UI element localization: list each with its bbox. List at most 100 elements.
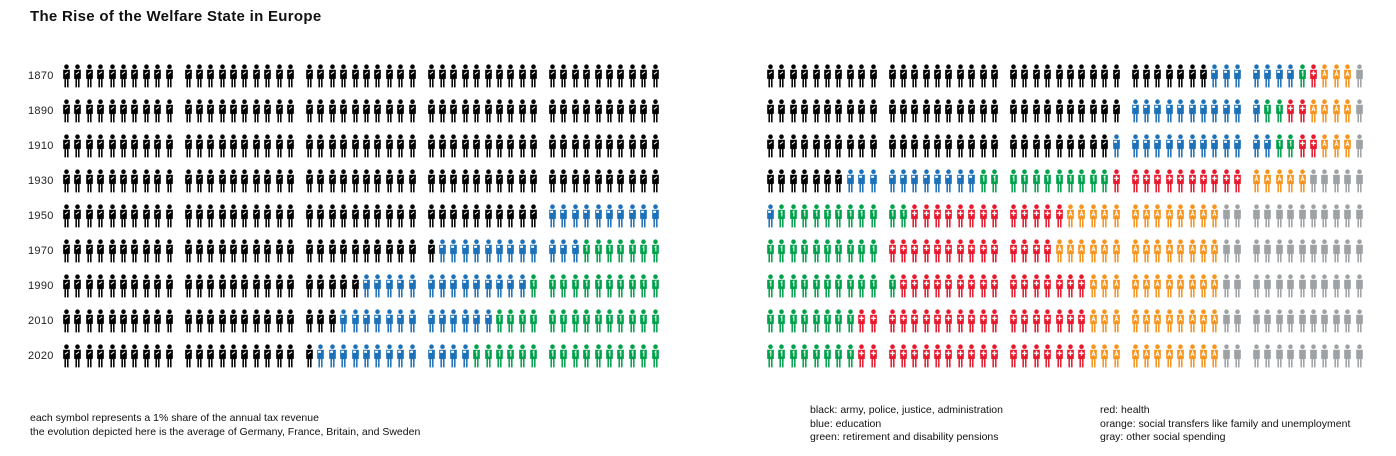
person-symbol-black xyxy=(73,273,82,299)
symbol-group xyxy=(1009,98,1121,124)
person-symbol-blue xyxy=(1131,98,1140,124)
person-symbol-black xyxy=(812,133,821,159)
person-symbol-gray xyxy=(1355,168,1364,194)
person-symbol-black xyxy=(1089,98,1098,124)
person-symbol-blue xyxy=(1199,98,1208,124)
person-symbol-red xyxy=(922,308,931,334)
person-symbol-red xyxy=(910,343,919,369)
person-symbol-green xyxy=(571,308,580,334)
person-symbol-blue xyxy=(1188,133,1197,159)
person-symbol-red xyxy=(944,343,953,369)
person-symbol-gray xyxy=(1320,238,1329,264)
person-symbol-black xyxy=(119,98,128,124)
person-symbol-blue xyxy=(385,343,394,369)
person-symbol-orange xyxy=(1142,308,1151,334)
person-symbol-black xyxy=(1188,63,1197,89)
person-symbol-red xyxy=(1131,168,1140,194)
person-symbol-black xyxy=(351,63,360,89)
person-symbol-green xyxy=(1263,98,1272,124)
person-symbol-black xyxy=(548,63,557,89)
person-symbol-green xyxy=(628,273,637,299)
person-symbol-orange xyxy=(1153,238,1162,264)
person-symbol-gray xyxy=(1263,203,1272,229)
person-symbol-blue xyxy=(594,203,603,229)
symbol-group xyxy=(184,168,296,194)
person-symbol-black xyxy=(582,98,591,124)
person-symbol-red xyxy=(1020,343,1029,369)
person-symbol-gray xyxy=(1309,203,1318,229)
person-symbol-black xyxy=(286,98,295,124)
person-symbol-black xyxy=(184,238,193,264)
person-symbol-red xyxy=(990,238,999,264)
person-symbol-black xyxy=(605,98,614,124)
person-symbol-red xyxy=(857,308,866,334)
person-symbol-orange xyxy=(1320,63,1329,89)
person-symbol-black xyxy=(427,238,436,264)
person-symbol-black xyxy=(529,203,538,229)
person-symbol-orange xyxy=(1252,168,1261,194)
person-symbol-orange xyxy=(1153,273,1162,299)
person-symbol-red xyxy=(1077,273,1086,299)
person-symbol-red xyxy=(933,343,942,369)
person-symbol-black xyxy=(73,98,82,124)
person-symbol-orange xyxy=(1112,308,1121,334)
person-symbol-gray xyxy=(1275,238,1284,264)
person-symbol-orange xyxy=(1153,343,1162,369)
symbol-group xyxy=(1252,63,1364,89)
person-symbol-red xyxy=(1298,133,1307,159)
person-symbol-black xyxy=(339,238,348,264)
person-symbol-black xyxy=(1066,98,1075,124)
person-symbol-green xyxy=(506,343,515,369)
pictogram-row-1910: 1910 xyxy=(0,124,1396,159)
row-symbols-left xyxy=(62,133,660,159)
person-symbol-black xyxy=(286,308,295,334)
person-symbol-black xyxy=(449,203,458,229)
person-symbol-orange xyxy=(1131,203,1140,229)
person-symbol-blue xyxy=(651,203,660,229)
person-symbol-black xyxy=(857,98,866,124)
person-symbol-red xyxy=(1043,238,1052,264)
person-symbol-gray xyxy=(1320,343,1329,369)
person-symbol-red xyxy=(1077,343,1086,369)
person-symbol-black xyxy=(96,98,105,124)
person-symbol-black xyxy=(351,168,360,194)
person-symbol-green xyxy=(548,308,557,334)
person-symbol-gray xyxy=(1233,238,1242,264)
person-symbol-red xyxy=(1032,203,1041,229)
person-symbol-black xyxy=(240,168,249,194)
person-symbol-black xyxy=(130,63,139,89)
person-symbol-black xyxy=(800,63,809,89)
row-symbols-right xyxy=(766,63,1364,89)
person-symbol-gray xyxy=(1320,308,1329,334)
person-symbol-black xyxy=(1142,63,1151,89)
person-symbol-black xyxy=(263,343,272,369)
person-symbol-black xyxy=(548,168,557,194)
person-symbol-blue xyxy=(427,308,436,334)
symbol-group xyxy=(548,308,660,334)
person-symbol-green xyxy=(559,343,568,369)
person-symbol-black xyxy=(789,133,798,159)
symbol-group xyxy=(305,238,417,264)
person-symbol-red xyxy=(933,203,942,229)
person-symbol-black xyxy=(165,308,174,334)
person-symbol-black xyxy=(184,203,193,229)
person-symbol-gray xyxy=(1252,343,1261,369)
person-symbol-black xyxy=(339,133,348,159)
person-symbol-green xyxy=(1020,168,1029,194)
person-symbol-blue xyxy=(910,168,919,194)
person-symbol-black xyxy=(910,63,919,89)
person-symbol-blue xyxy=(1142,98,1151,124)
person-symbol-orange xyxy=(1343,133,1352,159)
person-symbol-black xyxy=(518,203,527,229)
person-symbol-black xyxy=(582,168,591,194)
person-symbol-green xyxy=(899,203,908,229)
person-symbol-gray xyxy=(1355,63,1364,89)
person-symbol-blue xyxy=(461,343,470,369)
person-symbol-black xyxy=(328,98,337,124)
person-symbol-gray xyxy=(1355,238,1364,264)
row-symbols-left xyxy=(62,308,660,334)
person-symbol-black xyxy=(165,203,174,229)
person-symbol-black xyxy=(206,343,215,369)
person-symbol-black xyxy=(119,63,128,89)
